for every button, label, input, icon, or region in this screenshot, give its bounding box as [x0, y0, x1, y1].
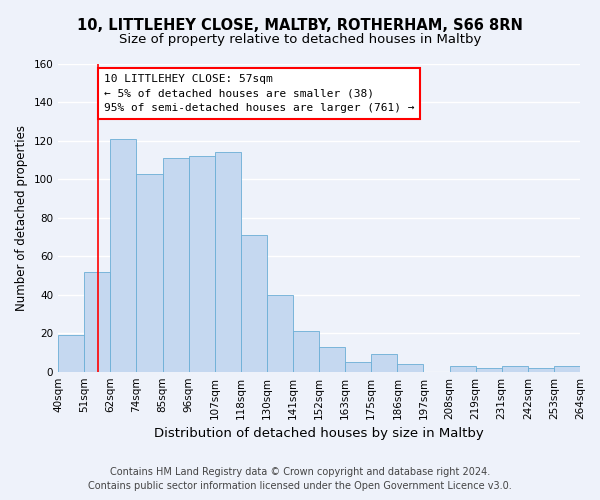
Bar	[241, 235, 267, 372]
Bar	[267, 295, 293, 372]
Bar	[163, 158, 188, 372]
Bar	[476, 368, 502, 372]
Bar	[371, 354, 397, 372]
Bar	[528, 368, 554, 372]
Bar	[397, 364, 424, 372]
Bar	[215, 152, 241, 372]
X-axis label: Distribution of detached houses by size in Maltby: Distribution of detached houses by size …	[154, 427, 484, 440]
Bar	[554, 366, 580, 372]
Bar	[110, 139, 136, 372]
Bar	[319, 346, 345, 372]
Text: Contains HM Land Registry data © Crown copyright and database right 2024.
Contai: Contains HM Land Registry data © Crown c…	[88, 467, 512, 491]
Bar	[136, 174, 163, 372]
Text: 10 LITTLEHEY CLOSE: 57sqm
← 5% of detached houses are smaller (38)
95% of semi-d: 10 LITTLEHEY CLOSE: 57sqm ← 5% of detach…	[104, 74, 414, 113]
Text: Size of property relative to detached houses in Maltby: Size of property relative to detached ho…	[119, 32, 481, 46]
Bar	[58, 335, 84, 372]
Bar	[188, 156, 215, 372]
Bar	[345, 362, 371, 372]
Bar	[502, 366, 528, 372]
Bar	[84, 272, 110, 372]
Bar	[449, 366, 476, 372]
Bar	[293, 332, 319, 372]
Y-axis label: Number of detached properties: Number of detached properties	[15, 125, 28, 311]
Text: 10, LITTLEHEY CLOSE, MALTBY, ROTHERHAM, S66 8RN: 10, LITTLEHEY CLOSE, MALTBY, ROTHERHAM, …	[77, 18, 523, 32]
